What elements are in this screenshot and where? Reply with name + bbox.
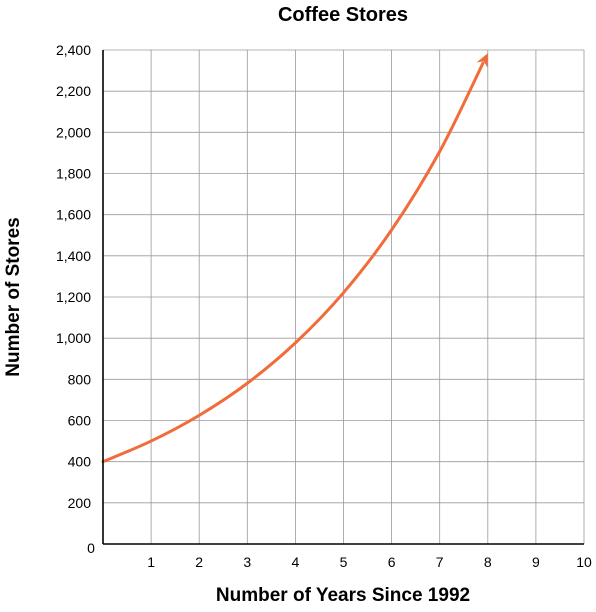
x-tick-label: 1 — [147, 554, 155, 570]
y-tick-label: 1,400 — [56, 248, 91, 264]
x-tick-label: 5 — [340, 554, 348, 570]
x-tick-label: 2 — [195, 554, 203, 570]
origin-label: 0 — [87, 540, 95, 556]
y-tick-label: 600 — [68, 413, 92, 429]
series-arrowhead-0 — [476, 53, 488, 68]
y-tick-label: 1,000 — [56, 330, 91, 346]
chart-title: Coffee Stores — [278, 4, 408, 26]
y-tick-label: 200 — [68, 495, 92, 511]
y-tick-label: 800 — [68, 371, 92, 387]
series-layer — [101, 53, 488, 464]
y-tick-label: 2,200 — [56, 83, 91, 99]
grid — [103, 49, 585, 544]
series-line-0 — [101, 61, 485, 464]
x-tick-label: 8 — [484, 554, 492, 570]
y-tick-labels: 200 400 600 800 1,000 1,200 1,400 1,600 1,800 2,0… — [56, 42, 91, 511]
y-tick-label: 1,600 — [56, 207, 91, 223]
y-tick-label: 1,200 — [56, 289, 91, 305]
y-tick-label: 400 — [68, 454, 92, 470]
y-tick-label: 2,400 — [56, 42, 91, 58]
x-tick-label: 3 — [243, 554, 251, 570]
x-tick-labels: 1 2 3 4 5 6 7 8 9 10 — [147, 554, 592, 570]
y-axis-title: Number of Stores — [3, 217, 24, 376]
x-tick-label: 10 — [576, 554, 592, 570]
x-tick-label: 6 — [388, 554, 396, 570]
y-tick-label: 1,800 — [56, 166, 91, 182]
x-tick-label: 7 — [436, 554, 444, 570]
x-axis-title: Number of Years Since 1992 — [216, 585, 470, 606]
axes — [102, 50, 584, 545]
x-tick-label: 4 — [292, 554, 300, 570]
y-tick-label: 2,000 — [56, 124, 91, 140]
x-tick-label: 9 — [532, 554, 540, 570]
